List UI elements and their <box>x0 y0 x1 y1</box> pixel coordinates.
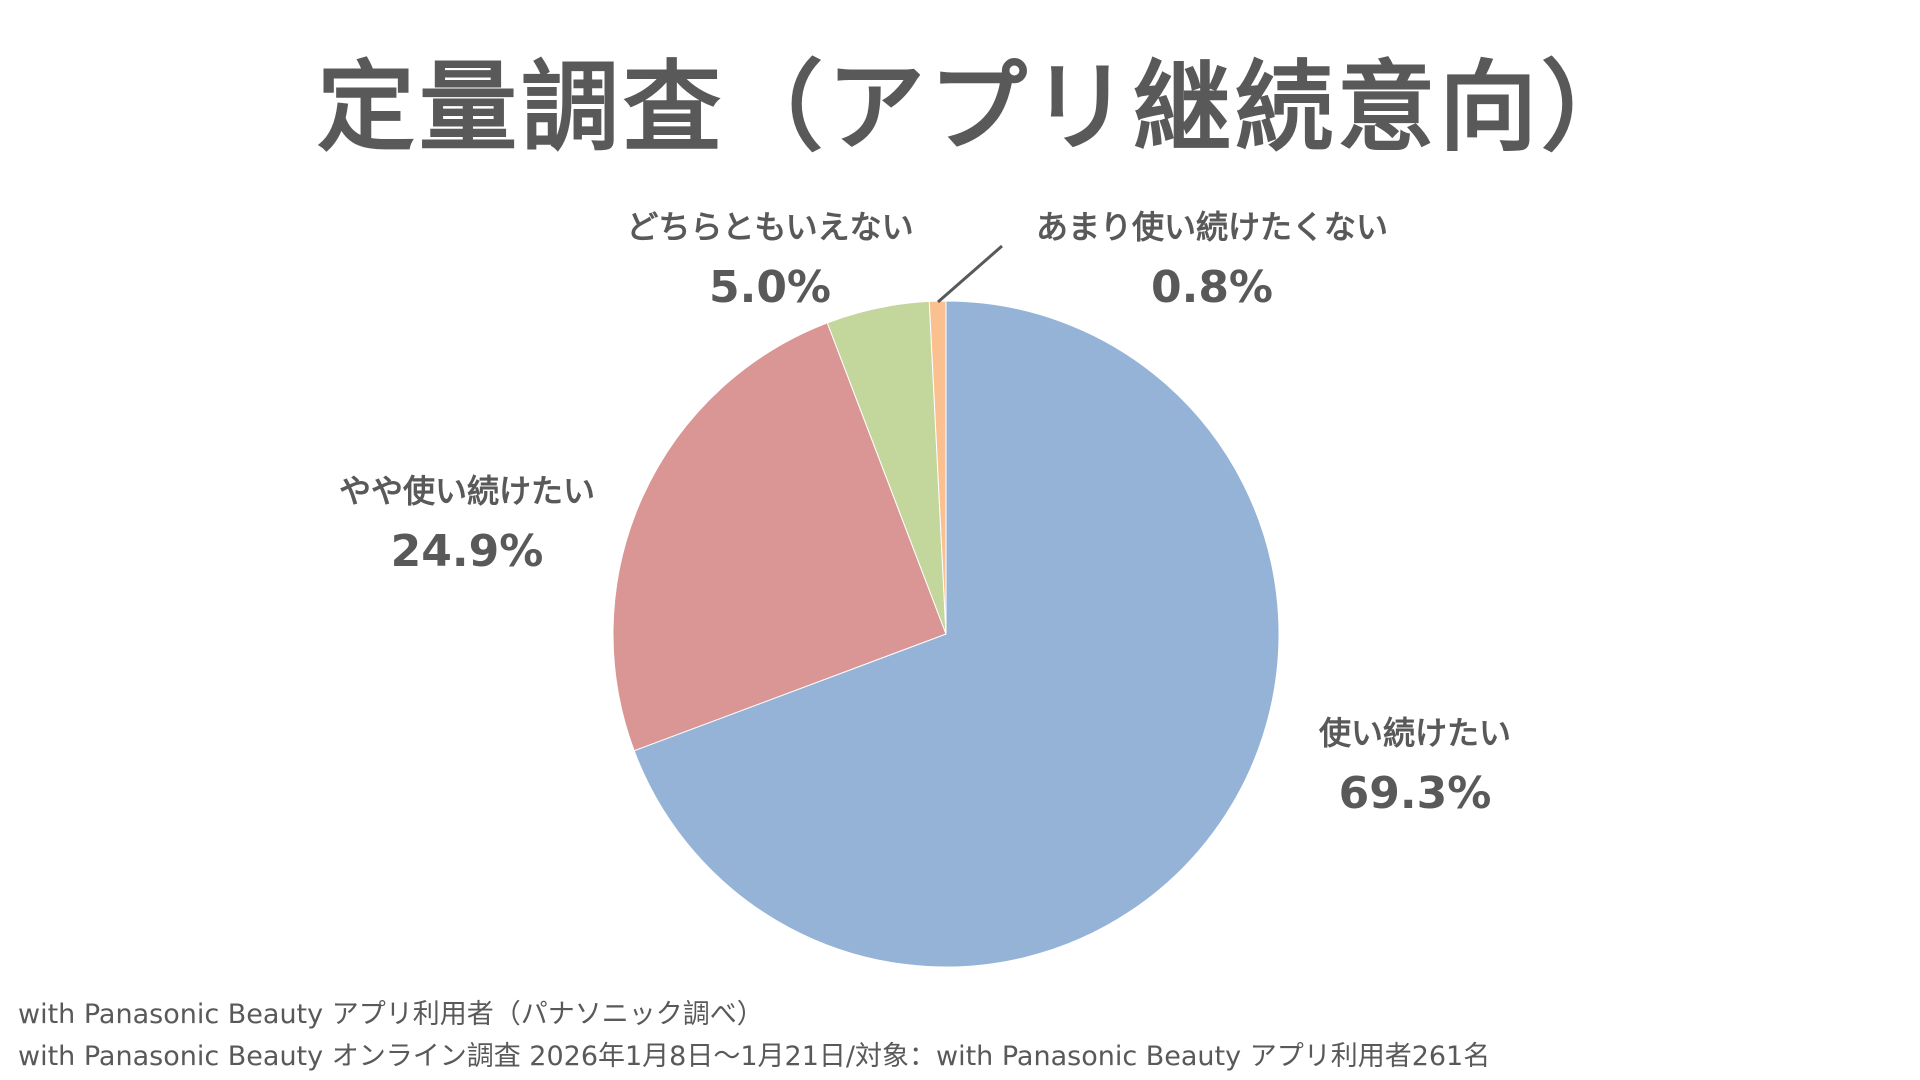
label-name: やや使い続けたい <box>338 472 595 510</box>
label-neutral: どちらともいえない 5.0% <box>600 202 940 313</box>
slice-somewhat-continue <box>612 322 947 752</box>
label-continue: 使い続けたい 69.3% <box>1300 708 1530 819</box>
label-value: 5.0% <box>708 262 832 313</box>
slice-continue <box>633 300 1280 968</box>
label-value: 69.3% <box>1338 768 1492 819</box>
label-not-continue: あまり使い続けたくない 0.8% <box>1012 202 1412 313</box>
label-name: あまり使い続けたくない <box>1035 208 1388 246</box>
label-value: 0.8% <box>1150 262 1274 313</box>
footer-survey-details: with Panasonic Beauty オンライン調査 2026年1月8日～… <box>18 1041 1491 1072</box>
leader-line <box>937 244 1003 304</box>
label-name: どちらともいえない <box>626 208 914 246</box>
footer-source: with Panasonic Beauty アプリ利用者（パナソニック調べ） <box>18 999 764 1030</box>
pie-slices <box>612 300 1280 968</box>
chart-title: 定量調査（アプリ継続意向） <box>316 51 1643 165</box>
label-value: 24.9% <box>390 526 544 577</box>
label-somewhat-continue: やや使い続けたい 24.9% <box>312 466 622 577</box>
label-name: 使い続けたい <box>1318 714 1511 752</box>
